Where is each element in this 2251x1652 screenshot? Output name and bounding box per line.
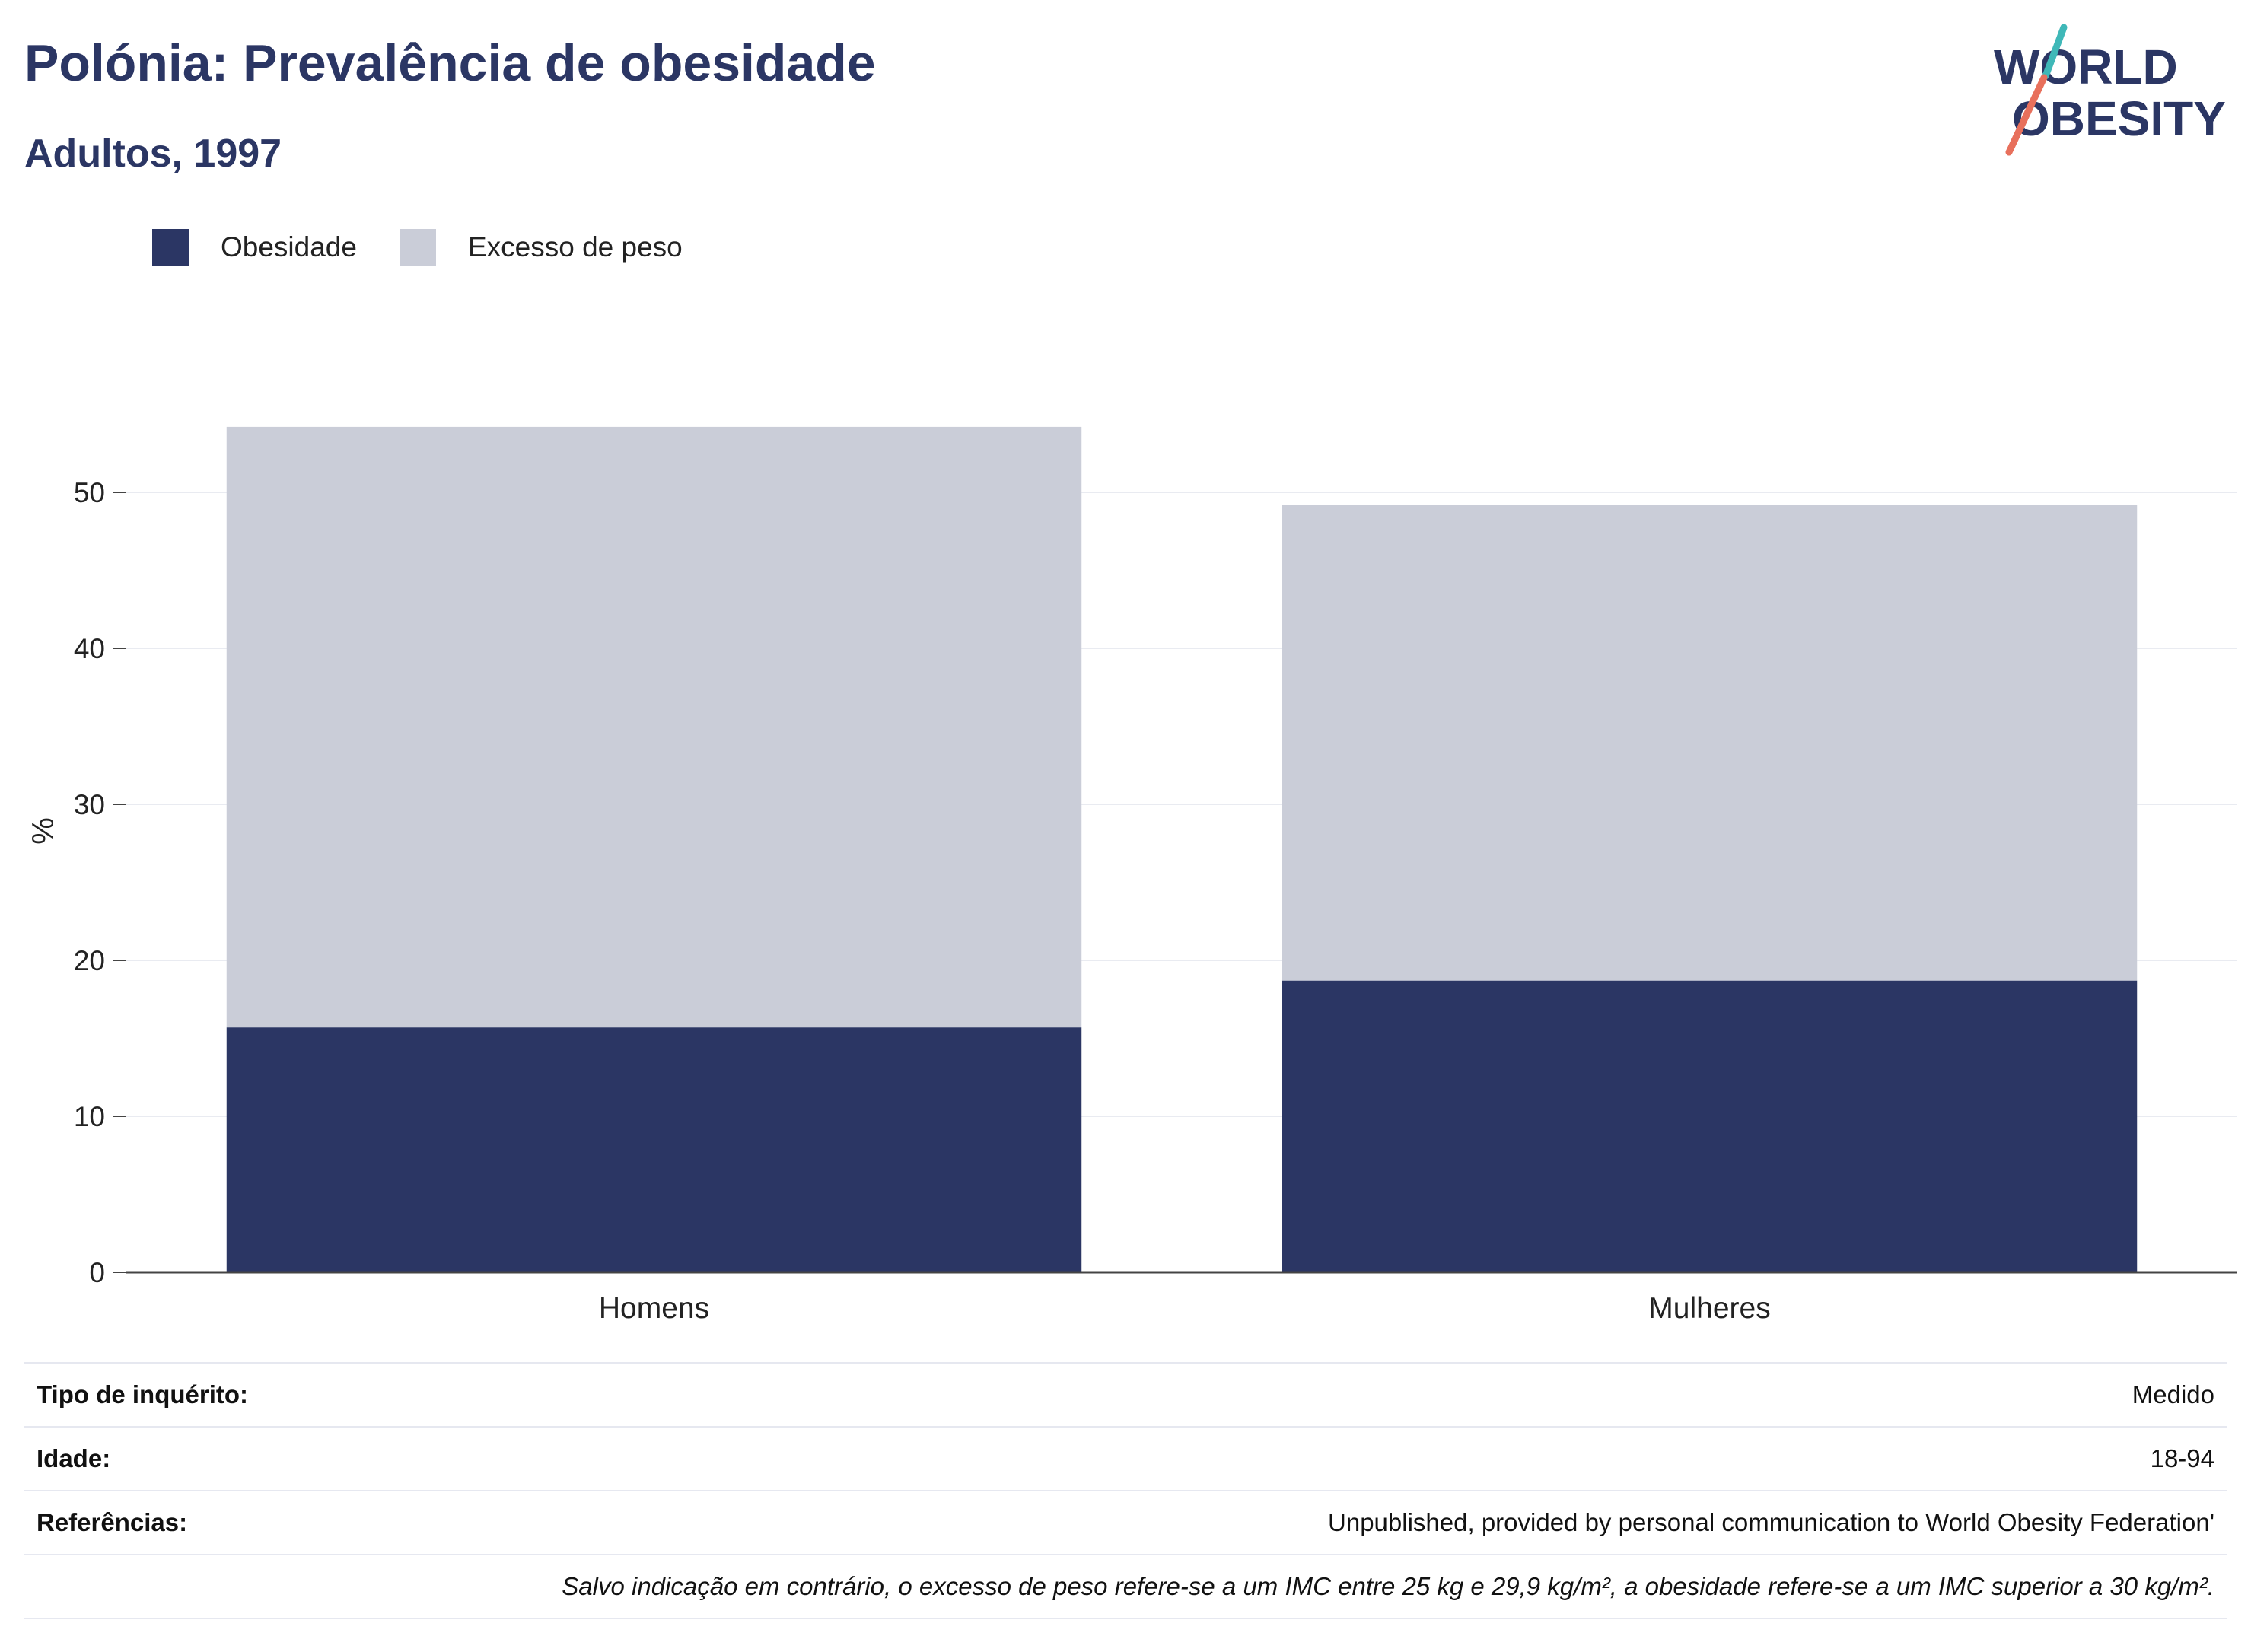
info-key-references: Referências: <box>24 1491 478 1555</box>
y-axis-label: % <box>27 817 60 845</box>
x-tick-label-homens: Homens <box>599 1292 709 1325</box>
info-value-references: Unpublished, provided by personal commun… <box>477 1491 2227 1555</box>
info-row-note: Salvo indicação em contrário, o excesso … <box>24 1555 2227 1619</box>
info-row-survey-type: Tipo de inquérito: Medido <box>24 1362 2227 1428</box>
legend-item-overweight[interactable]: Excesso de peso <box>399 229 683 266</box>
y-tick-label-0: 0 <box>89 1257 105 1288</box>
logo-line-1: WORLD <box>1994 40 2178 94</box>
x-tick-labels: Homens Mulheres <box>599 1292 1771 1325</box>
logo-line-2: OBESITY <box>2012 91 2226 146</box>
chart-subtitle: Adultos, 1997 <box>24 132 282 176</box>
legend-label-overweight: Excesso de peso <box>467 231 683 263</box>
stacked-bar-chart: 0 10 20 30 40 50 Homens Mulheres % <box>27 426 2237 1325</box>
info-row-age: Idade: 18-94 <box>24 1427 2227 1491</box>
definition-note: Salvo indicação em contrário, o excesso … <box>24 1555 2227 1619</box>
info-table: Tipo de inquérito: Medido Idade: 18-94 R… <box>24 1362 2227 1619</box>
info-row-references: Referências: Unpublished, provided by pe… <box>24 1491 2227 1555</box>
legend-label-obesity: Obesidade <box>221 231 357 263</box>
y-tick-label-40: 40 <box>74 633 105 664</box>
bar-mulheres-overweight <box>1282 505 2138 981</box>
legend-swatch-obesity <box>152 229 189 266</box>
bar-homens-obesity <box>226 1027 1082 1272</box>
legend-swatch-overweight <box>399 229 436 266</box>
chart-legend: Obesidade Excesso de peso <box>152 228 725 266</box>
y-tick-labels: 0 10 20 30 40 50 <box>74 477 105 1288</box>
bar-homens-overweight <box>226 426 1082 1028</box>
bar-mulheres-obesity <box>1282 980 2138 1272</box>
y-tick-label-10: 10 <box>74 1101 105 1132</box>
info-value-age: 18-94 <box>477 1427 2227 1491</box>
world-obesity-logo: WORLD OBESITY <box>1994 24 2226 156</box>
y-tick-label-20: 20 <box>74 945 105 976</box>
bars <box>226 426 2138 1272</box>
x-tick-label-mulheres: Mulheres <box>1648 1292 1770 1325</box>
logo-slash-teal <box>2042 24 2068 80</box>
y-tick-label-30: 30 <box>74 789 105 820</box>
logo-slash-coral <box>2005 74 2048 156</box>
info-key-survey-type: Tipo de inquérito: <box>24 1362 478 1428</box>
y-tick-label-50: 50 <box>74 477 105 508</box>
info-value-survey-type: Medido <box>477 1362 2227 1428</box>
legend-item-obesity[interactable]: Obesidade <box>152 229 357 266</box>
chart-title: Polónia: Prevalência de obesidade <box>24 34 876 92</box>
info-key-age: Idade: <box>24 1427 478 1491</box>
